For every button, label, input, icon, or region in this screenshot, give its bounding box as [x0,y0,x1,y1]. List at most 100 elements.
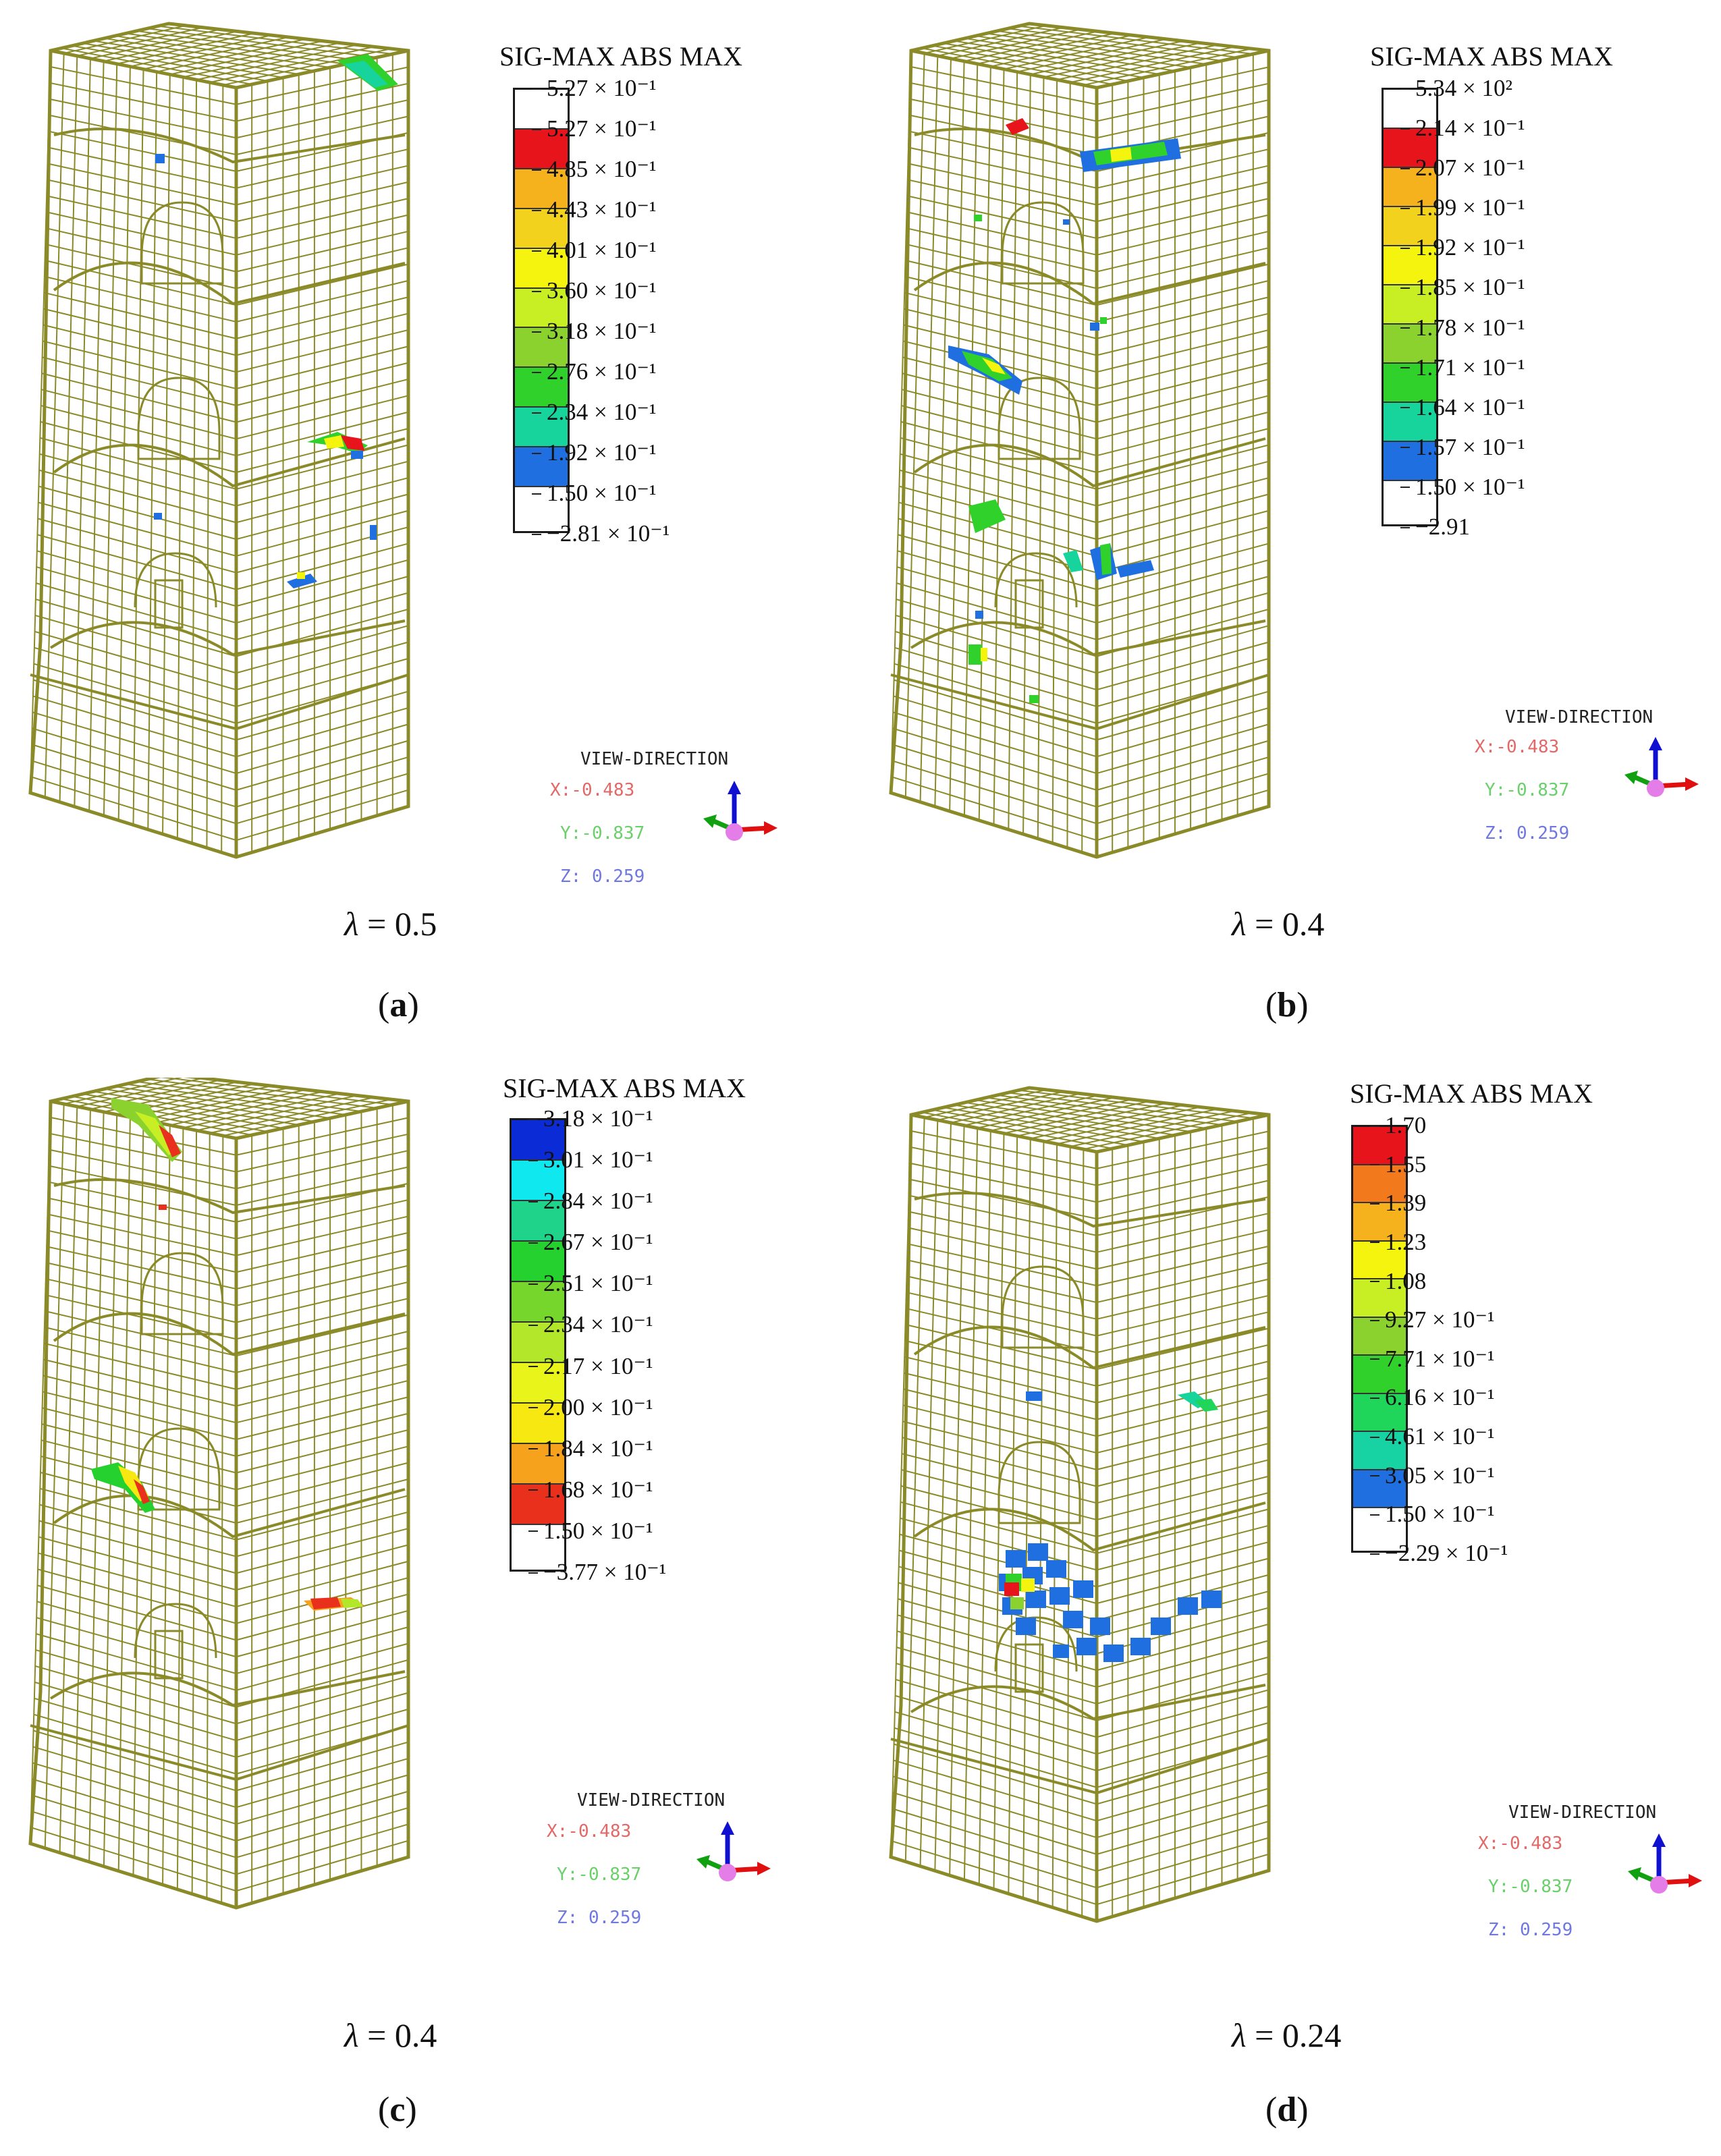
legend-swatch [1353,1317,1406,1356]
view-direction-title: VIEW-DIRECTION [1508,1802,1657,1823]
legend-tick-label: 5.34 × 10² [1400,75,1512,101]
legend-tick-label: 3.60 × 10⁻¹ [531,277,657,304]
legend-swatch [515,487,568,527]
view-direction-y: Y:-0.837 [1485,780,1570,800]
legend-swatch [512,1161,564,1201]
legend-tick-label: 2.84 × 10⁻¹ [528,1188,653,1215]
legend-tick-label: 2.34 × 10⁻¹ [528,1311,653,1338]
view-direction-y: Y:-0.837 [557,1864,642,1885]
axis-triad-icon [1623,736,1704,810]
legend-tick-label: 3.01 × 10⁻¹ [528,1146,653,1173]
legend-swatch [1384,129,1436,168]
subfigure-label: (b) [1265,986,1309,1024]
legend-tick-label: 3.18 × 10⁻¹ [528,1105,653,1132]
legend-swatch [1384,168,1436,207]
subfigure-label: (c) [378,2091,417,2129]
mesh-model [0,1078,860,1968]
mesh-model [860,1078,1721,1968]
legend-swatch [512,1323,564,1363]
legend-swatch [1384,90,1436,129]
legend-ticks: 5.34 × 10² 2.14 × 10⁻¹ 2.07 × 10⁻¹ 1.99 × 1… [1400,76,1631,538]
legend-swatch [512,1444,564,1485]
legend-swatch [1353,1279,1406,1318]
legend-swatch [515,288,568,329]
view-direction-x: X:-0.483 [547,1821,632,1842]
legend-swatch [515,90,568,130]
legend-tick-label: 2.76 × 10⁻¹ [531,358,657,385]
legend-tick-label: 7.71 × 10⁻¹ [1369,1345,1495,1372]
legend-tick-label: −2.81 × 10⁻¹ [531,520,670,547]
legend-swatch [512,1201,564,1242]
legend-tick-label: 1.92 × 10⁻¹ [531,439,657,466]
legend-tick-label: 2.34 × 10⁻¹ [531,399,657,425]
legend-tick-label: 2.14 × 10⁻¹ [1400,115,1525,142]
mesh-model [0,0,860,891]
legend-title: SIG-MAX ABS MAX [1370,41,1614,72]
legend-swatch [1384,325,1436,364]
legend-tick-label: 1.70 [1369,1112,1427,1138]
view-direction-x: X:-0.483 [550,780,635,800]
view-direction-y: Y:-0.837 [1488,1877,1573,1897]
color-legend [510,1118,566,1572]
stress-spots [154,54,398,588]
legend-swatch [1384,403,1436,442]
legend-tick-label: 4.61 × 10⁻¹ [1369,1423,1495,1450]
legend-swatch [1353,1127,1406,1165]
legend-tick-label: 3.05 × 10⁻¹ [1369,1462,1495,1489]
view-direction-y: Y:-0.837 [560,823,645,844]
legend-tick-label: 1.50 × 10⁻¹ [1369,1501,1495,1528]
panel-c: SIG-MAX ABS MAX 3.18 × 10⁻¹ 3.01 × 10⁻¹ 2.… [0,1073,860,2155]
legend-swatch [1384,442,1436,481]
legend-swatch [1384,246,1436,285]
legend-swatch [1384,207,1436,246]
legend-tick-label: 2.00 × 10⁻¹ [528,1393,653,1420]
legend-ticks: 5.27 × 10⁻¹ 5.27 × 10⁻¹ 4.85 × 10⁻¹ 4.43 × … [531,76,763,545]
legend-swatch [515,129,568,169]
legend-title: SIG-MAX ABS MAX [1350,1078,1593,1109]
legend-tick-label: 2.67 × 10⁻¹ [528,1229,653,1256]
legend-tick-label: 6.16 × 10⁻¹ [1369,1384,1495,1411]
legend-swatch [515,248,568,289]
legend-tick-label: 5.27 × 10⁻¹ [531,115,657,142]
color-legend [1382,88,1438,526]
legend-tick-label: 3.18 × 10⁻¹ [531,318,657,344]
legend-tick-label: −2.91 [1400,514,1470,540]
legend-tick-label: 1.57 × 10⁻¹ [1400,433,1525,460]
legend-tick-label: 1.92 × 10⁻¹ [1400,234,1525,261]
legend-tick-label: 1.39 [1369,1190,1427,1217]
lambda-label: λ = 0.5 [344,905,437,943]
legend-swatch [1353,1393,1406,1433]
legend-title: SIG-MAX ABS MAX [499,41,743,72]
legend-swatch [512,1485,564,1525]
view-direction-title: VIEW-DIRECTION [580,749,729,769]
legend-swatch [1353,1203,1406,1242]
legend-swatch [512,1363,564,1404]
view-direction-x: X:-0.483 [1475,737,1560,757]
legend-tick-label: 1.50 × 10⁻¹ [531,480,657,506]
panel-b: SIG-MAX ABS MAX 5.34 × 10² 2.14 × 10⁻¹ 2.0… [860,0,1721,1078]
mesh-model [860,0,1721,891]
stress-spots [999,1391,1222,1662]
legend-ticks: 3.18 × 10⁻¹ 3.01 × 10⁻¹ 2.84 × 10⁻¹ 2.67 × … [528,1107,759,1584]
legend-tick-label: 2.07 × 10⁻¹ [1400,155,1525,182]
legend-swatch [1353,1508,1406,1547]
legend-swatch [512,1525,564,1566]
axis-triad-icon [1627,1832,1708,1906]
legend-swatch [1353,1470,1406,1509]
legend-tick-label: 1.78 × 10⁻¹ [1400,314,1525,341]
legend-tick-label: 1.99 × 10⁻¹ [1400,194,1525,221]
legend-swatch [515,368,568,408]
view-direction-title: VIEW-DIRECTION [1505,707,1654,727]
legend-tick-label: 4.85 × 10⁻¹ [531,156,657,182]
legend-tick-label: 9.27 × 10⁻¹ [1369,1306,1495,1333]
legend-tick-label: 1.64 × 10⁻¹ [1400,393,1525,420]
legend-tick-label: 4.43 × 10⁻¹ [531,196,657,223]
panel-a: SIG-MAX ABS MAX 5.27 × 10⁻¹ 5.27 × 10⁻¹ 4.… [0,0,860,1078]
legend-swatch [1384,481,1436,520]
lambda-label: λ = 0.4 [1232,905,1325,943]
legend-tick-label: 1.84 × 10⁻¹ [528,1435,653,1462]
view-direction-x: X:-0.483 [1478,1833,1563,1854]
legend-swatch [1384,364,1436,403]
legend-tick-label: −3.77 × 10⁻¹ [528,1559,667,1585]
legend-swatch [512,1404,564,1444]
